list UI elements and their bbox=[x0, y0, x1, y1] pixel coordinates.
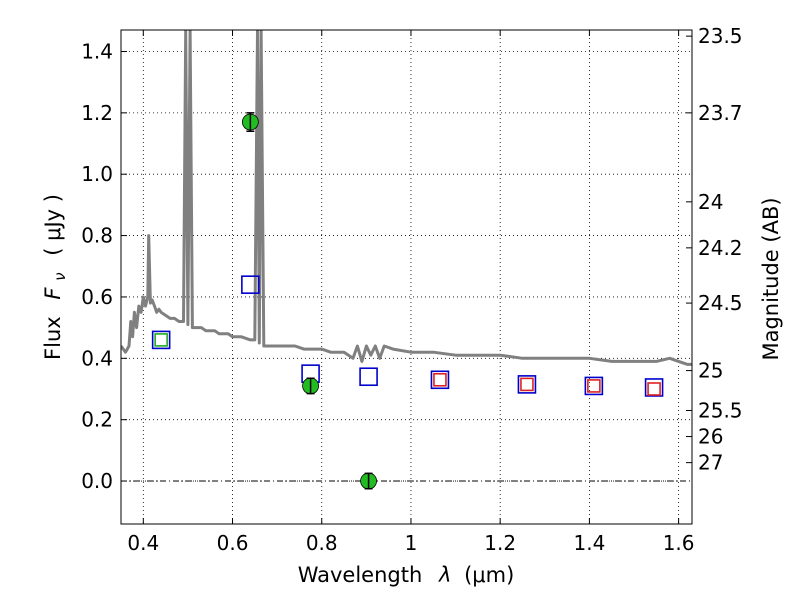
y-tick-label: 1.2 bbox=[81, 101, 113, 125]
y-tick-label: 0.8 bbox=[81, 224, 113, 248]
y2-tick-label: 24.5 bbox=[698, 291, 743, 315]
y2-tick-label: 27 bbox=[698, 451, 723, 475]
x-tick-label: 1 bbox=[405, 531, 418, 555]
y-tick-label: 0.2 bbox=[81, 408, 113, 432]
y2-tick-label: 26 bbox=[698, 425, 723, 449]
model-point-blue bbox=[584, 376, 604, 396]
y-axis-ticks: 0.0 0.2 0.4 0.6 0.8 1.0 1.2 1.4 bbox=[81, 39, 127, 493]
photometry-markers bbox=[151, 112, 664, 490]
y2-tick-label: 25.5 bbox=[698, 398, 743, 422]
y2-tick-label: 23.7 bbox=[698, 101, 743, 125]
model-point-red bbox=[587, 379, 601, 393]
model-point-blue bbox=[241, 275, 260, 294]
x-tick-label: 0.6 bbox=[217, 531, 249, 555]
y-tick-label: 0.6 bbox=[81, 285, 113, 309]
x-axis-label: Wavelength λ (μm) bbox=[298, 563, 515, 587]
model-point-red bbox=[433, 372, 447, 387]
x-axis-label-symbol: λ bbox=[438, 563, 451, 587]
model-point-blue bbox=[430, 370, 450, 390]
y-tick-label: 0.4 bbox=[81, 346, 113, 370]
plot-frame bbox=[120, 29, 693, 525]
x-tick-label: 1.6 bbox=[663, 531, 695, 555]
y-tick-label: 1.0 bbox=[81, 162, 113, 186]
grid-lines bbox=[121, 30, 692, 524]
y-axis-label-unit: ( μJy ) bbox=[41, 194, 65, 256]
y-tick-label: 0.0 bbox=[81, 469, 113, 493]
model-point-blue bbox=[517, 375, 537, 394]
x-tick-label: 1.4 bbox=[573, 531, 605, 555]
y-tick-label: 1.4 bbox=[81, 39, 113, 63]
y2-tick-label: 24.2 bbox=[698, 236, 743, 260]
x-axis-label-unit: (μm) bbox=[464, 563, 514, 587]
model-point-blue bbox=[644, 378, 664, 397]
y2-axis-label: Magnitude (AB) bbox=[759, 197, 783, 360]
y2-tick-label: 24 bbox=[698, 190, 723, 214]
x-tick-label: 1.2 bbox=[484, 531, 516, 555]
model-point-green bbox=[154, 333, 168, 347]
y2-tick-label: 23.5 bbox=[698, 24, 743, 48]
spectrum-line bbox=[121, 30, 692, 366]
y-axis-label-subscript: ν bbox=[51, 272, 69, 280]
x-axis-label-text: Wavelength bbox=[298, 563, 423, 587]
model-spectrum bbox=[121, 30, 692, 366]
y2-tick-label: 25 bbox=[698, 359, 723, 383]
x-axis-ticks: 0.4 0.6 0.8 1 1.2 1.4 1.6 bbox=[127, 30, 695, 555]
x-tick-label: 0.4 bbox=[127, 531, 159, 555]
y-axis-label-symbol: F bbox=[41, 287, 65, 300]
model-point-blue bbox=[151, 330, 171, 350]
model-point-red bbox=[520, 377, 534, 392]
x-tick-label: 0.8 bbox=[306, 531, 338, 555]
model-point-red bbox=[647, 382, 661, 396]
model-point-blue bbox=[359, 367, 378, 387]
y-axis-label: Flux F ν ( μJy ) bbox=[41, 194, 70, 360]
y-axis-label-text: Flux bbox=[41, 316, 65, 360]
